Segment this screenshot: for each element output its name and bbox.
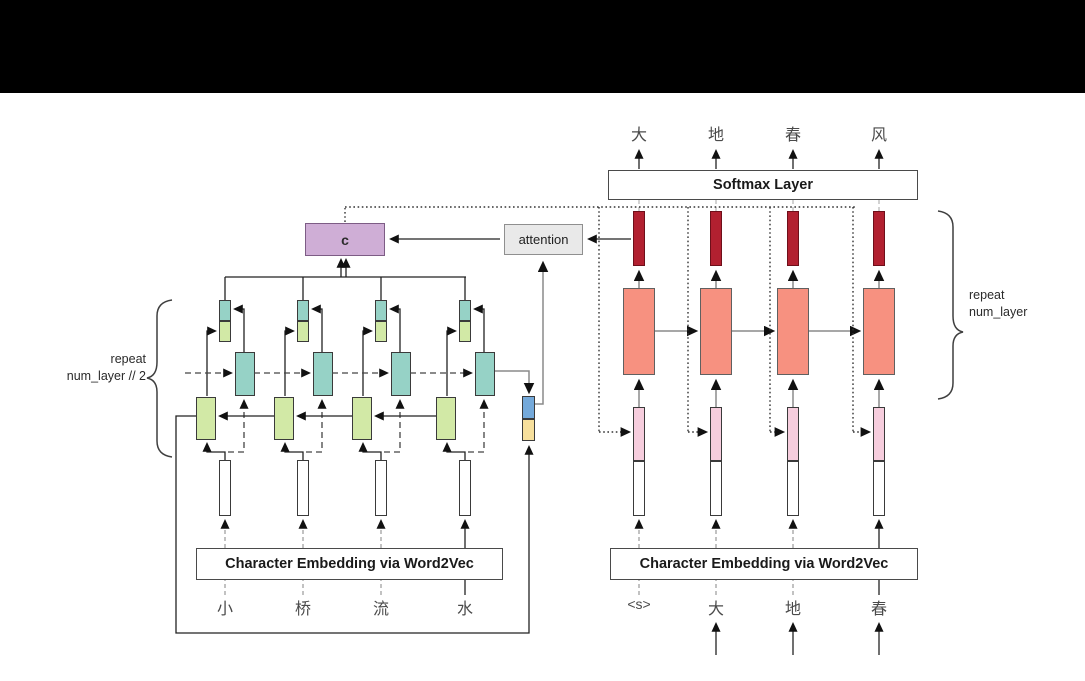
decoder-input-embedding	[633, 461, 645, 516]
encoder-input-char: 小	[216, 601, 233, 618]
encoder-forward-cell	[352, 397, 372, 440]
decoder-input-embedding	[787, 461, 799, 516]
decoder-output-vector	[873, 211, 885, 266]
encoder-backward-cell	[391, 352, 411, 396]
decoder-output-vector	[633, 211, 645, 266]
encoder-concat-state-backward	[375, 300, 387, 321]
encoder-input-char: 流	[372, 601, 389, 618]
encoder-input-char: 水	[456, 601, 473, 618]
decoder-input-context	[710, 407, 722, 461]
decoder-hidden-cell	[623, 288, 655, 375]
decoder-embedding-label: Character Embedding via Word2Vec	[639, 556, 889, 572]
context-vector-box: c	[305, 223, 385, 256]
encoder-repeat-line2: num_layer // 2	[66, 368, 146, 383]
decoder-input-context	[633, 407, 645, 461]
softmax-layer-label: Softmax Layer	[713, 177, 813, 193]
embedding-vector-bar	[297, 460, 309, 516]
decoder-output-char: 地	[707, 127, 724, 144]
decoder-hidden-cell	[700, 288, 732, 375]
decoder-repeat-label: repeat num_layer	[969, 287, 1079, 321]
decoder-input-embedding	[710, 461, 722, 516]
decoder-output-char: 大	[630, 127, 647, 144]
decoder-output-char: 春	[784, 127, 801, 144]
decoder-output-char: 风	[870, 127, 887, 144]
encoder-backward-cell	[235, 352, 255, 396]
decoder-output-vector	[710, 211, 722, 266]
decoder-input-context	[873, 407, 885, 461]
decoder-hidden-cell	[777, 288, 809, 375]
encoder-input-char: 桥	[294, 601, 311, 618]
decoder-input-context	[787, 407, 799, 461]
final-state-backward	[522, 396, 535, 419]
top-black-bar	[0, 0, 1085, 93]
encoder-concat-state-forward	[459, 321, 471, 342]
encoder-forward-cell	[274, 397, 294, 440]
embedding-vector-bar	[219, 460, 231, 516]
decoder-output-vector	[787, 211, 799, 266]
encoder-concat-state-forward	[375, 321, 387, 342]
decoder-embedding-box: Character Embedding via Word2Vec	[610, 548, 918, 580]
encoder-backward-cell	[475, 352, 495, 396]
embedding-vector-bar	[375, 460, 387, 516]
final-state-forward	[522, 419, 535, 441]
attention-box: attention	[504, 224, 583, 255]
encoder-concat-state-forward	[219, 321, 231, 342]
encoder-repeat-line1: repeat	[110, 352, 146, 366]
decoder-hidden-cell	[863, 288, 895, 375]
decoder-input-char: <s>	[627, 596, 651, 612]
decoder-input-char: 地	[784, 601, 801, 618]
embedding-vector-bar	[459, 460, 471, 516]
encoder-embedding-box: Character Embedding via Word2Vec	[196, 548, 503, 580]
decoder-repeat-line1: repeat	[969, 288, 1005, 302]
context-vector-label: c	[341, 231, 349, 248]
encoder-repeat-label: repeat num_layer // 2	[22, 351, 146, 385]
encoder-forward-cell	[436, 397, 456, 440]
decoder-input-char: 大	[707, 601, 724, 618]
encoder-concat-state-backward	[459, 300, 471, 321]
softmax-layer-box: Softmax Layer	[608, 170, 918, 200]
encoder-concat-state-backward	[219, 300, 231, 321]
decoder-repeat-line2: num_layer	[969, 304, 1028, 319]
attention-label: attention	[518, 232, 569, 247]
encoder-embedding-label: Character Embedding via Word2Vec	[225, 556, 474, 572]
encoder-concat-state-backward	[297, 300, 309, 321]
encoder-forward-cell	[196, 397, 216, 440]
encoder-backward-cell	[313, 352, 333, 396]
decoder-input-char: 春	[870, 601, 887, 618]
decoder-input-embedding	[873, 461, 885, 516]
encoder-concat-state-forward	[297, 321, 309, 342]
